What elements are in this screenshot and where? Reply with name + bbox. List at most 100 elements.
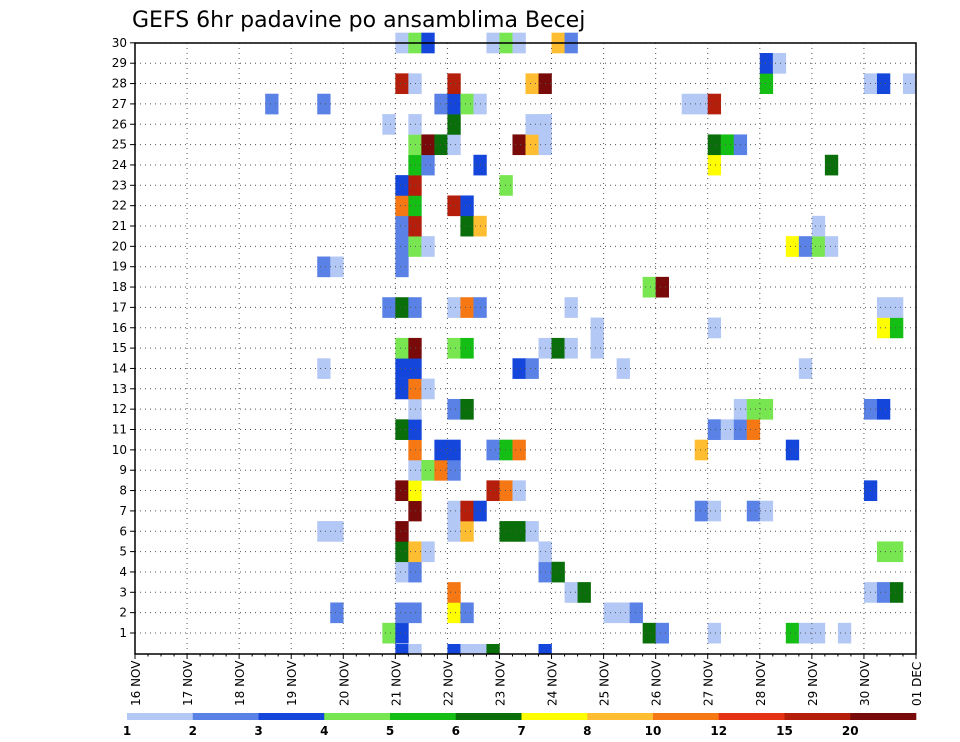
y-tick-label: 30 (112, 36, 127, 50)
precip-cell (889, 317, 904, 339)
precip-cell (265, 93, 279, 115)
precip-cell (876, 582, 891, 603)
precip-cell (395, 337, 409, 359)
precip-cell (707, 419, 722, 440)
precip-cell (447, 460, 461, 481)
precip-cell (551, 561, 565, 583)
x-tick-label: 22 NOV (441, 660, 455, 706)
precip-cell (395, 256, 409, 278)
precip-cell (499, 521, 513, 542)
colorbar: 1 2 3 4 5 6 7 8 10 12 15 20 (123, 713, 917, 738)
x-tick-label: 27 NOV (702, 660, 716, 706)
precip-cell (772, 53, 787, 74)
precip-cell (460, 521, 474, 542)
precip-cell (395, 561, 409, 583)
precip-cell (460, 93, 474, 115)
precip-cell (525, 358, 539, 379)
precip-cell (512, 439, 526, 461)
precip-cell (434, 134, 448, 156)
y-tick-label: 11 (112, 423, 127, 437)
y-tick-label: 18 (112, 280, 127, 294)
y-axis: 1234567891011121314151617181920212223242… (112, 36, 135, 640)
precip-cell (577, 582, 591, 603)
precip-cell (460, 215, 474, 237)
precip-cell (707, 154, 722, 176)
precip-cell (460, 602, 474, 624)
precip-cell (759, 73, 774, 95)
precip-cell (837, 622, 852, 644)
precip-cell (382, 297, 396, 318)
colorbar-label: 8 (583, 724, 591, 738)
y-tick-label: 3 (119, 585, 127, 599)
precip-cell (876, 398, 891, 420)
precip-cell (889, 297, 904, 318)
precip-cell (395, 195, 409, 217)
y-tick-label: 21 (112, 219, 127, 233)
precip-cell (460, 337, 474, 359)
y-tick-label: 29 (112, 56, 127, 70)
precip-cell (655, 276, 669, 298)
colorbar-label: 20 (842, 724, 859, 738)
precip-cell (421, 236, 435, 257)
colorbar-label: 15 (776, 724, 793, 738)
y-tick-label: 14 (112, 361, 127, 375)
precip-cell (460, 644, 474, 654)
precip-cell (616, 358, 630, 379)
precip-cell (564, 337, 578, 359)
y-tick-label: 10 (112, 443, 127, 457)
precip-cell (447, 114, 461, 135)
precip-cell (707, 93, 722, 115)
precip-cell (421, 378, 435, 400)
precip-cell (759, 500, 774, 522)
precip-cell (564, 297, 578, 318)
y-tick-label: 28 (112, 77, 127, 91)
precip-cell (746, 500, 761, 522)
x-tick-label: 24 NOV (546, 660, 560, 706)
precip-cell (447, 337, 461, 359)
y-tick-label: 8 (119, 484, 127, 498)
colorbar-label: 7 (517, 724, 525, 738)
precip-cell (330, 256, 344, 278)
precip-cell (421, 134, 435, 156)
y-tick-label: 9 (119, 463, 127, 477)
x-tick-label: 18 NOV (233, 660, 247, 706)
precip-cell (382, 622, 396, 644)
x-tick-label: 23 NOV (493, 660, 507, 706)
precip-cell (447, 521, 461, 542)
precip-cell (447, 134, 461, 156)
colorbar-label: 3 (254, 724, 262, 738)
x-tick-label: 25 NOV (598, 660, 612, 706)
precip-cell (395, 521, 409, 542)
precip-cell (655, 622, 669, 644)
y-tick-label: 26 (112, 117, 127, 131)
precip-cell (525, 134, 539, 156)
y-tick-label: 27 (112, 97, 127, 111)
precip-cell (421, 541, 435, 563)
x-tick-label: 30 NOV (858, 660, 872, 706)
y-tick-label: 16 (112, 321, 127, 335)
precip-cell (330, 602, 344, 624)
x-tick-label: 16 NOV (129, 660, 143, 706)
precip-cell (707, 622, 722, 644)
precip-cell (642, 276, 656, 298)
precip-cell (447, 73, 461, 95)
x-tick-label: 29 NOV (806, 660, 820, 706)
precip-cell (486, 644, 500, 654)
precip-cell (395, 378, 409, 400)
precip-cell (421, 154, 435, 176)
precip-cell (889, 582, 904, 603)
colorbar-swatch (324, 713, 391, 720)
precip-cell (395, 541, 409, 563)
precip-cell (694, 93, 709, 115)
chart-title: GEFS 6hr padavine po ansamblima Becej (132, 8, 585, 33)
colorbar-label: 10 (645, 724, 662, 738)
colorbar-swatch (784, 713, 851, 720)
precip-cell (785, 439, 800, 461)
y-tick-label: 6 (119, 524, 127, 538)
precip-cell (824, 154, 839, 176)
precip-cell (460, 500, 474, 522)
precip-cell (525, 73, 539, 95)
precip-cell (499, 175, 513, 196)
x-tick-label: 21 NOV (389, 660, 403, 706)
y-tick-label: 24 (112, 158, 127, 172)
